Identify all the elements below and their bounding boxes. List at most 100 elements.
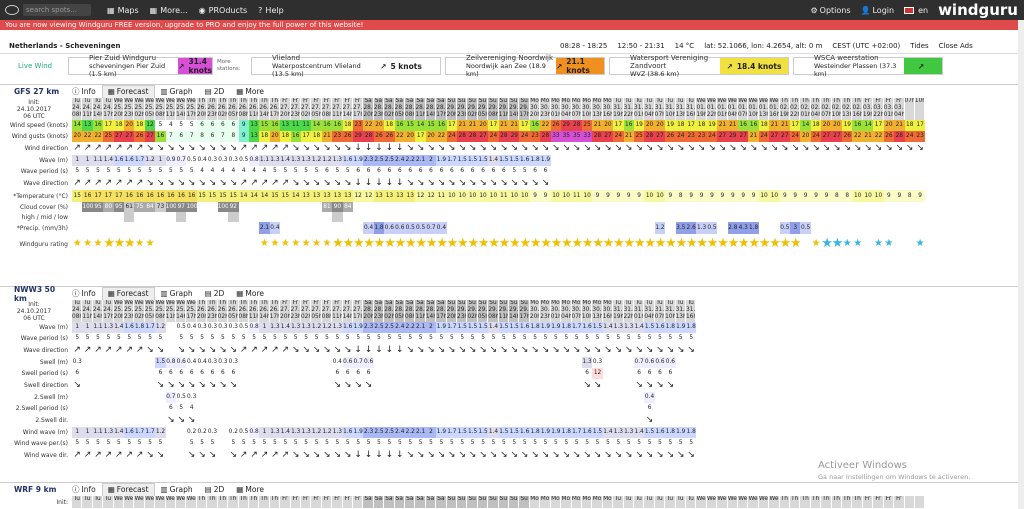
tab-more[interactable]: ▦ More [236, 87, 264, 96]
tab-more[interactable]: ▦ More [236, 485, 264, 494]
forecast-cell: 5 [637, 440, 641, 446]
forecast-cell: ↘ [333, 380, 342, 390]
close-ads-button[interactable]: Close Ads [938, 41, 973, 50]
forecast-cell: We 25. 05h [144, 300, 156, 322]
forecast-cell: 13 [373, 190, 385, 202]
forecast-cell: Sa 28. 05h [394, 300, 405, 322]
nav-more[interactable]: More... [160, 5, 188, 15]
forecast-cell: 21 [457, 120, 468, 131]
forecast-cell [551, 166, 561, 177]
forecast-cell: 5 [127, 440, 132, 446]
tab-graph[interactable]: ▥ Graph [160, 289, 193, 298]
station-card[interactable]: Zeilvereniging Noordwijk Noordwijk aan Ze… [445, 54, 605, 78]
tab-forecast[interactable]: ▦ Forecast [101, 482, 155, 497]
tides-link[interactable]: Tides [910, 41, 929, 50]
tab-graph[interactable]: ▥ Graph [160, 485, 193, 494]
station-knots: ↗ 31.4 knots [178, 57, 212, 75]
forecast-cell [155, 212, 165, 222]
forecast-cell: 1 [72, 427, 83, 438]
language-select[interactable]: en [918, 5, 929, 15]
forecast-cell: ↗ [73, 450, 81, 460]
forecast-cell [384, 368, 394, 379]
forecast-cell: Th 26. 05h [228, 300, 239, 322]
tab-more[interactable]: ▦ More [236, 289, 264, 298]
model-name[interactable]: NWW3 50 km [14, 284, 56, 303]
forecast-cell [134, 403, 144, 414]
station-card[interactable]: Vlieland Waterpostcentrum Vlieland (13.5 … [251, 54, 441, 78]
forecast-cell [82, 403, 92, 414]
forecast-row: 2.Swell period (s) 6 5 4 6 [0, 403, 1018, 414]
forecast-cell [249, 234, 259, 254]
tab-2d[interactable]: ▤ 2D [204, 485, 225, 494]
tab-forecast[interactable]: ▦ Forecast [101, 84, 155, 99]
forecast-cell: 5 [668, 440, 673, 446]
model-name[interactable]: GFS 27 km [14, 87, 60, 96]
forecast-cell [790, 166, 800, 177]
spot-name[interactable]: Netherlands - Scheveningen [9, 41, 121, 50]
forecast-cell: ★ [363, 236, 374, 251]
forecast-cell [811, 202, 821, 212]
forecast-cell: 4 [231, 168, 236, 174]
windguru-logo-icon[interactable] [5, 5, 19, 15]
scrollbar[interactable] [1018, 20, 1024, 509]
login-link[interactable]: Login [872, 5, 895, 15]
promo-banner[interactable]: You are now viewing Windguru FREE versio… [0, 20, 1024, 30]
forecast-cell [239, 403, 249, 414]
forecast-cell: ↘ [208, 380, 217, 390]
station-card[interactable]: WSCA weerstation Westeinder Plassen (37.3… [793, 54, 943, 78]
nav-help[interactable]: Help [265, 5, 284, 15]
forecast-cell: ↓ [375, 345, 383, 355]
tab-2d[interactable]: ▤ 2D [204, 289, 225, 298]
model-name[interactable]: WRF 9 km [14, 485, 57, 494]
forecast-cell: 1.2 [155, 427, 166, 438]
more-icon: ▦ [236, 485, 244, 494]
forecast-cell: ↘ [198, 380, 206, 390]
forecast-cell: ↘ [167, 415, 175, 425]
brand-logo[interactable]: windguru [938, 1, 1018, 19]
forecast-cell: 0.4 [644, 392, 655, 403]
forecast-cell [665, 177, 675, 190]
forecast-cell [519, 403, 529, 414]
forecast-cell: ↘ [552, 450, 560, 460]
forecast-cell: 13 [384, 190, 395, 202]
forecast-cell [634, 166, 644, 177]
nav-maps[interactable]: Maps [117, 5, 139, 15]
tab-info[interactable]: ⓘ Info [72, 289, 96, 298]
forecast-cell [457, 202, 467, 212]
forecast-cell: ↓ [385, 450, 394, 460]
forecast-cell: Mo [561, 496, 572, 508]
forecast-cell [759, 222, 769, 234]
forecast-cell: ↗ [83, 143, 92, 153]
forecast-cell: 28 [498, 131, 510, 142]
forecast-cell [624, 357, 634, 368]
forecast-cell: ↘ [323, 450, 331, 460]
forecast-cell: 5 [512, 168, 517, 174]
options-link[interactable]: Options [819, 5, 851, 15]
tab-info[interactable]: ⓘ Info [72, 485, 96, 494]
forecast-cell: Tu [633, 496, 645, 508]
station-card[interactable]: Pier Zuid Windguru scheveningen Pier Zuid… [68, 54, 213, 78]
tab-forecast[interactable]: ▦ Forecast [101, 286, 155, 301]
forecast-cell: We 25. 14h [176, 300, 187, 322]
forecast-cell: ★ [415, 236, 426, 251]
forecast-cell [207, 212, 217, 222]
forecast-cell: ↘ [489, 143, 498, 153]
forecast-cell: 12 [415, 190, 426, 202]
search-input[interactable]: search spots... [23, 4, 91, 16]
tab-2d[interactable]: ▤ 2D [204, 87, 225, 96]
station-card[interactable]: Watersport Vereniging Zandvoort WVZ (38.6… [609, 54, 789, 78]
forecast-cell [551, 202, 561, 212]
forecast-row: *Temperature (°C) 15 16 17 17 17 16 16 16 16 16 16 1… [0, 190, 1018, 202]
forecast-cell: ↓ [354, 143, 362, 153]
forecast-cell [519, 357, 529, 368]
forecast-cell: 0.3 [207, 359, 218, 365]
forecast-cell [218, 212, 228, 222]
tab-info[interactable]: ⓘ Info [72, 87, 96, 96]
forecast-cell: 6 [210, 370, 215, 376]
forecast-cell: 1.8 [748, 222, 759, 234]
forecast-cell: 7 [186, 131, 197, 142]
tab-graph[interactable]: ▥ Graph [160, 87, 193, 96]
forecast-cell: 5 [116, 168, 121, 174]
nav-products[interactable]: PROducts [208, 5, 248, 15]
more-icon: ▦ [149, 5, 158, 15]
